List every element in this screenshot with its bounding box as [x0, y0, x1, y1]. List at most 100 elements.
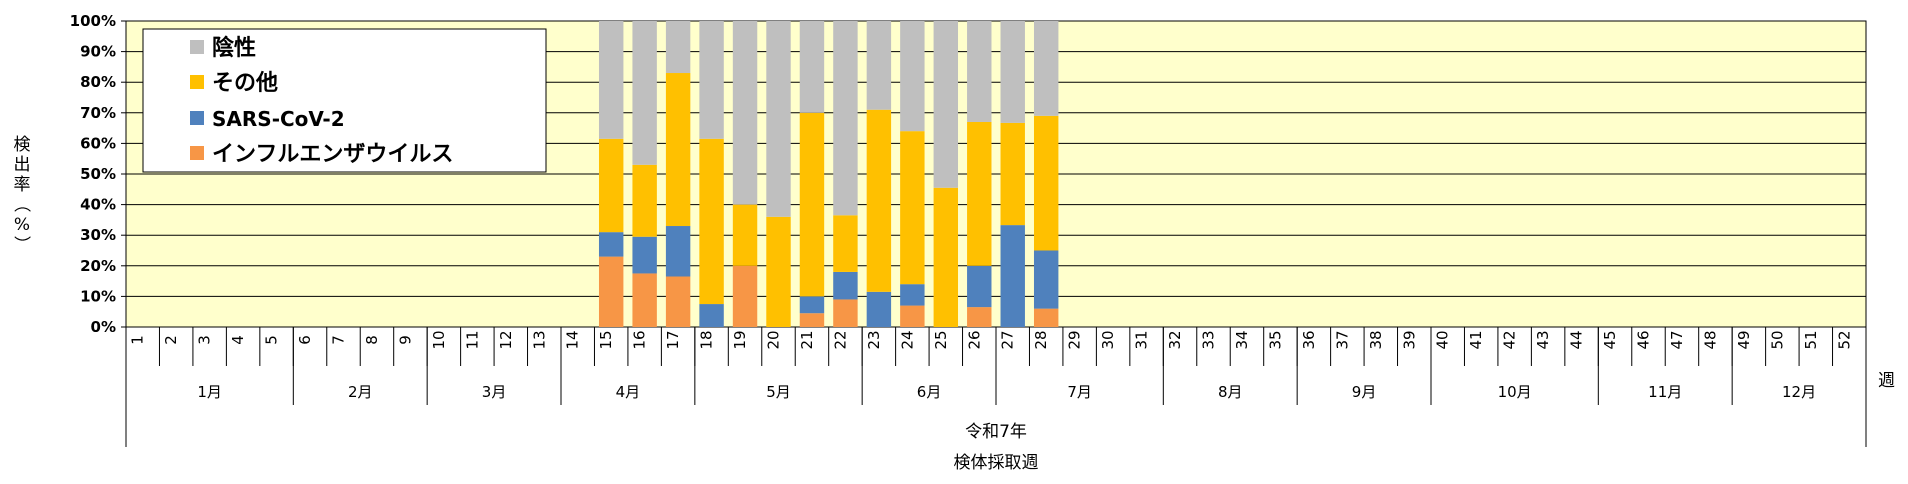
x-axis: 1 2 3 4 5 6 7 8 9 10 11 12 13 14 15 16 17 18 19 20 21 22 23 24 2… — [125, 327, 1867, 447]
bar-segment — [1000, 21, 1025, 123]
x-tick-label: 3 — [196, 335, 214, 345]
x-tick-label: 49 — [1735, 330, 1753, 349]
x-tick-label: 29 — [1066, 330, 1084, 349]
x-tick-label: 28 — [1032, 330, 1050, 349]
month-label: 6月 — [917, 383, 942, 401]
month-label: 5月 — [766, 383, 791, 401]
x-tick-label: 39 — [1400, 330, 1418, 349]
legend-swatch-陰性 — [190, 40, 204, 54]
y-tick-label: 80% — [80, 73, 116, 91]
bar-segment — [900, 305, 925, 327]
bars — [598, 21, 1059, 327]
bar-segment — [967, 121, 992, 266]
x-tick-label: 27 — [999, 330, 1017, 349]
legend-label-その他: その他 — [212, 71, 278, 96]
bar-segment — [1000, 225, 1025, 327]
x-tick-label: 10 — [430, 330, 448, 349]
x-tick-label: 34 — [1233, 330, 1251, 349]
bar-segment — [833, 215, 858, 272]
bar-segment — [900, 284, 925, 306]
bar-segment — [799, 313, 825, 327]
bar-segment — [732, 265, 758, 327]
month-label: 8月 — [1218, 383, 1243, 401]
x-tick-label: 17 — [664, 330, 682, 349]
bar-segment — [1033, 115, 1059, 251]
x-tick-label: 47 — [1668, 330, 1686, 349]
x-tick-label: 21 — [798, 330, 816, 349]
bar-segment — [1033, 250, 1059, 309]
bar-segment — [900, 131, 925, 285]
x-tick-label: 2 — [162, 335, 180, 345]
x-tick-label: 25 — [932, 330, 950, 349]
x-tick-label: 19 — [731, 330, 749, 349]
month-label: 10月 — [1498, 383, 1532, 401]
bar-segment — [732, 204, 758, 266]
bar-segment — [766, 21, 791, 217]
month-label: 9月 — [1352, 383, 1377, 401]
y-axis-title-char: 検 — [14, 135, 31, 155]
bar-segment — [967, 21, 992, 122]
x-tick-label: 41 — [1467, 330, 1485, 349]
bar-segment — [1033, 21, 1059, 116]
bar-segment — [967, 307, 992, 327]
x-tick-label: 38 — [1367, 330, 1385, 349]
y-axis-ticks: 0% 10% 20% 30% 40% 50% 60% 70% 80% 90% 100% — [70, 12, 126, 336]
y-axis-title-char: ） — [11, 236, 31, 253]
y-axis-title-char: 出 — [14, 155, 31, 175]
bar-segment — [799, 112, 825, 297]
legend-label-陰性: 陰性 — [212, 35, 256, 61]
x-tick-label: 20 — [765, 330, 783, 349]
bar-segment — [933, 21, 959, 188]
bar-segment — [866, 291, 892, 327]
x-tick-label: 22 — [831, 330, 849, 349]
y-tick-label: 60% — [80, 134, 116, 152]
x-tick-label: 26 — [965, 330, 983, 349]
y-tick-label: 30% — [80, 226, 116, 244]
x-tick-label: 18 — [698, 330, 716, 349]
bar-segment — [866, 21, 892, 110]
bar-segment — [632, 236, 657, 274]
bar-segment — [665, 73, 691, 227]
y-axis-title-char: 率 — [14, 175, 31, 195]
x-tick-label: 1 — [129, 335, 147, 345]
bar-segment — [699, 304, 724, 327]
month-label: 1月 — [197, 383, 222, 401]
x-tick-label: 11 — [463, 330, 481, 349]
bar-segment — [665, 276, 691, 327]
y-axis-title-char: % — [14, 215, 30, 235]
bar-segment — [665, 21, 691, 74]
y-tick-label: 0% — [91, 318, 116, 336]
bar-segment — [766, 216, 791, 327]
bar-segment — [665, 226, 691, 277]
legend-swatch-インフルエンザウイルス — [190, 146, 204, 160]
legend-box — [142, 28, 547, 173]
legend-label-sars-cov-2: SARS-CoV-2 — [212, 107, 345, 131]
y-tick-label: 70% — [80, 104, 116, 122]
bar-segment — [833, 299, 858, 327]
x-tick-label: 45 — [1601, 330, 1619, 349]
x-tick-label: 35 — [1266, 330, 1284, 349]
x-tick-label: 33 — [1200, 330, 1218, 349]
month-label: 4月 — [616, 383, 641, 401]
bar-segment — [598, 21, 624, 139]
x-tick-label: 44 — [1568, 330, 1586, 349]
x-tick-label: 5 — [263, 335, 281, 345]
x-tick-label: 24 — [898, 330, 916, 349]
x-tick-label: 32 — [1166, 330, 1184, 349]
bar-segment — [1000, 122, 1025, 226]
x-tick-label: 52 — [1835, 330, 1853, 349]
bar-segment — [632, 273, 657, 327]
y-tick-label: 100% — [70, 12, 116, 30]
bar-segment — [799, 21, 825, 113]
x-tick-label: 30 — [1099, 330, 1117, 349]
month-label: 7月 — [1067, 383, 1092, 401]
month-label: 11月 — [1648, 383, 1682, 401]
bar-segment — [967, 265, 992, 308]
bar-segment — [799, 296, 825, 314]
legend-label-インフルエンザウイルス: インフルエンザウイルス — [212, 142, 453, 167]
bar-segment — [598, 232, 624, 257]
y-tick-label: 50% — [80, 165, 116, 183]
x-unit-label: 週 — [1878, 371, 1895, 391]
x-tick-label: 40 — [1434, 330, 1452, 349]
